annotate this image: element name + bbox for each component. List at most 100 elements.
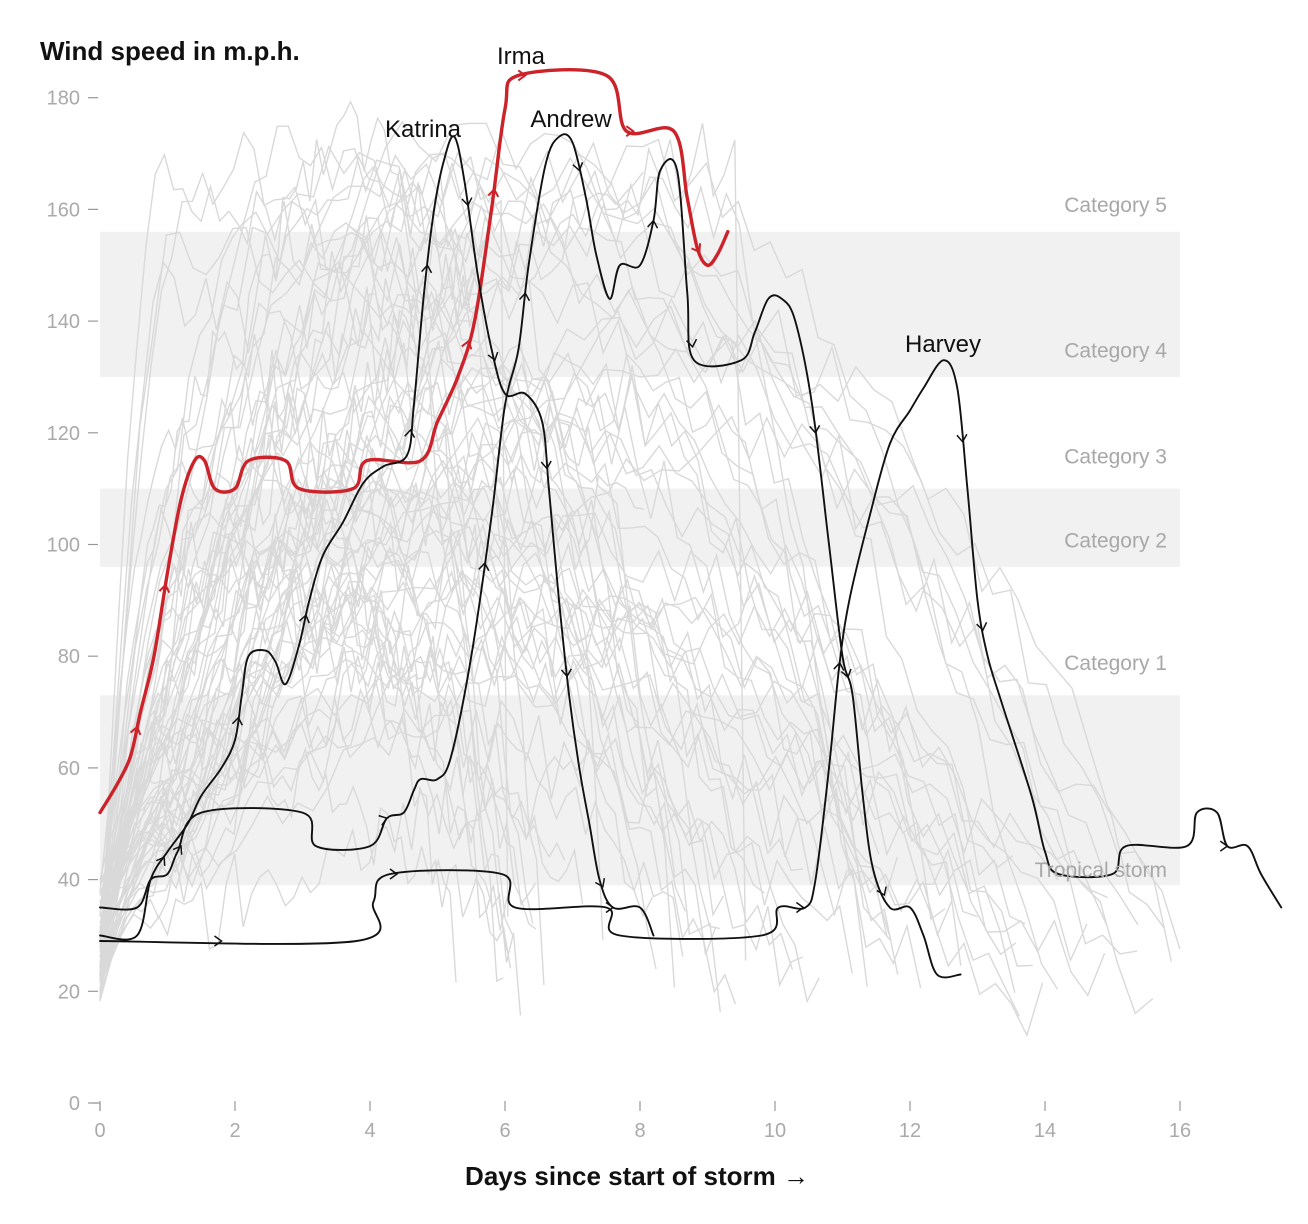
background-track xyxy=(99,184,1166,977)
arrow-harvey-6 xyxy=(487,351,499,362)
arrow-andrew-6 xyxy=(1219,840,1229,852)
arrow-katrina-8 xyxy=(840,668,852,679)
arrow-harvey-2 xyxy=(298,613,310,624)
background-track xyxy=(99,202,1108,990)
arrow-irma-6 xyxy=(691,243,702,254)
x-tick-label-0: 0 xyxy=(94,1120,105,1142)
series-line-irma xyxy=(98,68,730,815)
background-track xyxy=(99,128,962,966)
background-track xyxy=(99,604,1014,928)
background-track xyxy=(99,587,566,896)
background-track xyxy=(99,123,747,1002)
band-label-0: Category 5 xyxy=(1064,194,1167,217)
arrow-andrew-4 xyxy=(956,433,968,443)
background-track xyxy=(99,200,820,1004)
background-track xyxy=(99,585,622,884)
background-track xyxy=(99,384,1020,1017)
band-label-2: Category 3 xyxy=(1064,446,1167,469)
arrow-katrina-2 xyxy=(478,561,490,572)
series-layer xyxy=(98,68,1283,979)
background-track xyxy=(99,474,644,904)
background-track xyxy=(99,337,1181,950)
arrow-katrina-9 xyxy=(876,886,887,897)
arrow-irma-5 xyxy=(625,125,636,138)
background-track xyxy=(99,151,1033,967)
band-1 xyxy=(100,231,1180,377)
arrow-harvey-10 xyxy=(605,901,615,914)
arrow-katrina-0 xyxy=(172,844,183,855)
series-line-andrew xyxy=(99,359,1283,945)
series-labels: Category 5 Category 4 Category 3 Category 2… xyxy=(385,43,1167,882)
background-track xyxy=(99,125,765,944)
arrow-katrina-5 xyxy=(647,219,659,229)
arrow-katrina-7 xyxy=(809,424,821,435)
background-track xyxy=(99,452,922,989)
arrow-harvey-5 xyxy=(461,197,473,207)
band-label-4: Category 1 xyxy=(1064,652,1167,675)
arrow-katrina-3 xyxy=(518,291,531,302)
arrow-harvey-1 xyxy=(231,716,243,726)
background-track xyxy=(99,261,737,1005)
x-tick-label-14: 14 xyxy=(1034,1120,1056,1142)
arrow-harvey-3 xyxy=(404,428,416,438)
background-track xyxy=(99,530,848,989)
arrow-andrew-2 xyxy=(795,901,805,914)
arrow-andrew-0 xyxy=(214,935,223,947)
band-label-5: Tropical storm xyxy=(1035,859,1167,882)
band-label-1: Category 4 xyxy=(1064,339,1167,362)
y-tick-label-120: 120 xyxy=(47,423,80,445)
y-tick-label-60: 60 xyxy=(58,758,80,780)
y-tick-label-100: 100 xyxy=(47,535,80,557)
background-track xyxy=(99,452,953,994)
other-storm-tracks xyxy=(99,100,1181,1038)
arrow-irma-1 xyxy=(158,583,171,594)
background-track xyxy=(99,221,803,937)
y-tick-label-20: 20 xyxy=(58,981,80,1003)
background-track xyxy=(99,144,1016,993)
y-tick-label-0: 0 xyxy=(69,1093,80,1115)
series-line-harvey xyxy=(99,135,655,941)
background-track xyxy=(99,567,604,978)
y-tick-label-160: 160 xyxy=(47,199,80,221)
background-track xyxy=(99,510,522,1016)
x-tick-label-4: 4 xyxy=(364,1120,375,1142)
arrow-harvey-7 xyxy=(540,460,552,470)
series-label-andrew: Andrew xyxy=(530,106,612,133)
background-track xyxy=(99,162,946,958)
series-label-irma: Irma xyxy=(497,43,546,70)
arrow-harvey-9 xyxy=(594,877,606,888)
arrow-katrina-1 xyxy=(378,814,389,826)
background-track xyxy=(99,519,584,934)
x-axis-title: Days since start of storm → xyxy=(465,1161,809,1191)
x-tick-label-10: 10 xyxy=(764,1120,786,1142)
band-3 xyxy=(100,488,1180,567)
arrow-katrina-4 xyxy=(572,162,584,172)
background-track xyxy=(99,297,1172,962)
background-track xyxy=(99,406,676,988)
background-track xyxy=(99,375,899,995)
background-track xyxy=(99,486,978,948)
background-track xyxy=(99,171,644,979)
band-5 xyxy=(100,695,1180,886)
background-track xyxy=(99,739,606,962)
background-track xyxy=(99,266,483,984)
arrow-harvey-8 xyxy=(560,668,572,678)
arrow-katrina-6 xyxy=(686,338,698,349)
background-track xyxy=(99,634,1106,997)
x-tick-label-8: 8 xyxy=(634,1120,645,1142)
arrow-harvey-0 xyxy=(155,856,166,866)
background-track xyxy=(99,411,534,942)
series-label-katrina: Katrina xyxy=(385,116,462,143)
arrow-andrew-1 xyxy=(389,868,399,880)
y-axis-title: Wind speed in m.p.h. xyxy=(40,36,300,66)
y-tick-label-80: 80 xyxy=(58,646,80,668)
background-track xyxy=(99,430,721,1000)
band-label-3: Category 2 xyxy=(1064,529,1167,552)
y-tick-label-40: 40 xyxy=(58,870,80,892)
y-tick-label-140: 140 xyxy=(47,311,80,333)
arrow-andrew-5 xyxy=(976,621,988,632)
category-bands xyxy=(100,231,1180,886)
arrow-irma-2 xyxy=(461,339,473,350)
background-track xyxy=(99,176,868,987)
